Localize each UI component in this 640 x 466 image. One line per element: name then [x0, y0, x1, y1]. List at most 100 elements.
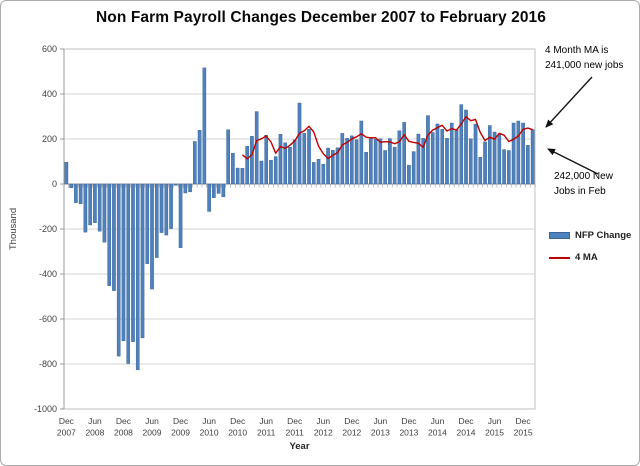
- x-tick-label-year: 2008: [85, 428, 104, 438]
- legend-item-4ma: 4 MA: [549, 252, 631, 263]
- nfp-bar: [521, 122, 525, 185]
- nfp-bar: [331, 150, 335, 185]
- y-tick-label: 200: [42, 134, 57, 144]
- x-tick-label-month: Dec: [287, 416, 303, 426]
- nfp-bar: [378, 138, 383, 185]
- annotation-4-month-ma: 4 Month MA is 241,000 new jobs: [545, 43, 623, 73]
- x-tick-label-month: Jun: [202, 416, 216, 426]
- nfp-bar: [359, 120, 364, 185]
- nfp-bar: [235, 167, 240, 185]
- nfp-bar: [135, 183, 140, 371]
- nfp-bar: [516, 120, 521, 185]
- y-axis-title: Thousand: [8, 207, 19, 251]
- nfp-bar: [297, 102, 302, 185]
- nfp-bar: [202, 67, 207, 185]
- x-tick-label-year: 2012: [342, 428, 361, 438]
- y-tick-label: -400: [39, 269, 57, 279]
- nfp-bar: [316, 159, 321, 185]
- x-tick-label-year: 2008: [114, 428, 133, 438]
- x-tick-label-month: Jun: [374, 416, 388, 426]
- x-tick-label-month: Dec: [59, 416, 75, 426]
- nfp-bar: [97, 183, 102, 232]
- nfp-bar: [345, 138, 349, 185]
- nfp-bar: [88, 183, 92, 226]
- nfp-bar: [383, 150, 387, 185]
- nfp-bar: [511, 122, 516, 185]
- y-tick-label: 600: [42, 44, 57, 54]
- nfp-bar: [240, 168, 245, 185]
- nfp-bar: [174, 183, 178, 186]
- nfp-bar: [502, 149, 506, 185]
- x-tick-label-year: 2007: [57, 428, 76, 438]
- nfp-bar: [369, 138, 373, 185]
- chart-title: Non Farm Payroll Changes December 2007 t…: [95, 9, 546, 26]
- x-tick-label-month: Jun: [259, 416, 273, 426]
- nfp-bar: [426, 115, 430, 185]
- nfp-bar: [69, 183, 73, 189]
- x-tick-label-month: Jun: [488, 416, 502, 426]
- nfp-bar: [526, 145, 530, 185]
- legend-item-nfp-change: NFP Change: [549, 230, 631, 241]
- nfp-bar: [421, 138, 425, 185]
- legend-label: 4 MA: [575, 252, 598, 263]
- nfp-bar: [416, 133, 421, 185]
- line-swatch-icon: [549, 256, 570, 259]
- nfp-bar: [411, 151, 416, 185]
- x-tick-label-month: Dec: [344, 416, 360, 426]
- x-tick-label-year: 2010: [228, 428, 247, 438]
- nfp-bar: [107, 183, 111, 286]
- x-tick-label-month: Dec: [516, 416, 532, 426]
- nfp-bar: [102, 183, 107, 243]
- nfp-bar: [74, 183, 78, 203]
- x-tick-label-month: Jun: [88, 416, 102, 426]
- nfp-bar: [278, 134, 283, 185]
- nfp-bar: [430, 132, 435, 185]
- nfp-bar: [250, 136, 254, 185]
- nfp-bar: [188, 183, 192, 193]
- nfp-bar: [497, 133, 502, 185]
- nfp-bar: [397, 130, 402, 185]
- nfp-bar: [326, 147, 330, 185]
- x-tick-label-month: Jun: [145, 416, 159, 426]
- nfp-bar: [126, 183, 131, 364]
- legend-label: NFP Change: [575, 230, 632, 241]
- nfp-bar: [226, 129, 230, 185]
- nfp-bar: [464, 109, 468, 185]
- nfp-bar: [121, 183, 126, 342]
- nfp-bar: [183, 183, 188, 194]
- nfp-bar: [245, 145, 249, 185]
- x-tick-label-year: 2009: [171, 428, 190, 438]
- nfp-bar: [140, 183, 145, 339]
- nfp-bar: [131, 183, 135, 342]
- annotation-line: 4 Month MA is: [545, 45, 609, 56]
- x-tick-label-month: Dec: [230, 416, 246, 426]
- nfp-bar: [321, 163, 326, 185]
- x-tick-label-month: Jun: [316, 416, 330, 426]
- nfp-bar: [273, 156, 278, 185]
- x-tick-label-year: 2013: [399, 428, 418, 438]
- nfp-bar: [145, 183, 150, 264]
- nfp-bar: [159, 183, 164, 233]
- x-tick-label-year: 2009: [143, 428, 162, 438]
- nfp-bar: [216, 183, 221, 194]
- nfp-bar: [340, 133, 345, 185]
- nfp-bar: [459, 104, 464, 185]
- x-tick-label-year: 2011: [257, 428, 276, 438]
- nfp-bar: [154, 183, 159, 258]
- nfp-bar: [507, 150, 511, 185]
- annotation-line: Jobs in Feb: [554, 186, 606, 197]
- nfp-bar: [164, 183, 169, 236]
- x-tick-label-year: 2014: [428, 428, 447, 438]
- nfp-bar: [488, 125, 492, 185]
- x-tick-label-year: 2015: [485, 428, 504, 438]
- nfp-bar: [178, 183, 183, 248]
- y-tick-label: -600: [39, 314, 57, 324]
- nfp-bar: [64, 161, 69, 185]
- nfp-bar: [492, 131, 497, 185]
- nfp-bar: [454, 129, 459, 185]
- nfp-bar: [207, 183, 211, 212]
- nfp-bar: [335, 147, 340, 185]
- nfp-bar: [373, 139, 378, 185]
- nfp-bar: [402, 122, 406, 185]
